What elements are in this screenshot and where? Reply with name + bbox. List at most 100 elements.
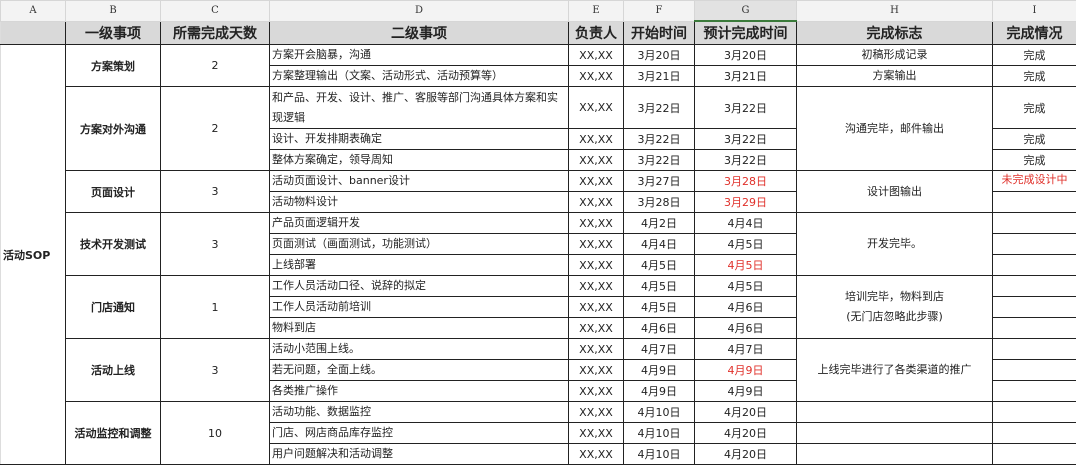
start-date-cell[interactable]: 4月10日: [623, 443, 695, 465]
status-cell[interactable]: 完成: [992, 128, 1076, 150]
level2-item-cell[interactable]: 设计、开发排期表确定: [269, 128, 569, 150]
start-date-cell[interactable]: 4月5日: [623, 254, 695, 276]
start-date-cell[interactable]: 4月4日: [623, 233, 695, 255]
header-cell[interactable]: 开始时间: [623, 20, 695, 45]
status-cell[interactable]: 完成: [992, 149, 1076, 171]
level2-item-cell[interactable]: 和产品、开发、设计、推广、客服等部门沟通具体方案和实现逻辑: [269, 86, 569, 129]
level2-item-cell[interactable]: 各类推广操作: [269, 380, 569, 402]
column-header-f[interactable]: F: [623, 0, 695, 22]
due-date-cell[interactable]: 4月7日: [694, 338, 797, 360]
status-cell[interactable]: [992, 401, 1076, 423]
due-date-cell[interactable]: 4月6日: [694, 296, 797, 318]
level1-item-cell[interactable]: 活动上线: [65, 338, 161, 402]
owner-cell[interactable]: XX,XX: [568, 422, 624, 444]
level1-item-cell[interactable]: 技术开发测试: [65, 212, 161, 276]
header-cell[interactable]: 一级事项: [65, 20, 161, 45]
column-header-g[interactable]: G: [694, 0, 797, 22]
days-cell[interactable]: 2: [160, 44, 270, 87]
start-date-cell[interactable]: 4月7日: [623, 338, 695, 360]
owner-cell[interactable]: XX,XX: [568, 275, 624, 297]
days-cell[interactable]: 3: [160, 212, 270, 276]
start-date-cell[interactable]: 3月27日: [623, 170, 695, 192]
level2-item-cell[interactable]: 方案整理输出（文案、活动形式、活动预算等）: [269, 65, 569, 87]
level2-item-cell[interactable]: 工作人员活动口径、说辞的拟定: [269, 275, 569, 297]
start-date-cell[interactable]: 4月9日: [623, 359, 695, 381]
start-date-cell[interactable]: 4月10日: [623, 401, 695, 423]
owner-cell[interactable]: XX,XX: [568, 338, 624, 360]
due-date-cell[interactable]: 4月9日: [694, 380, 797, 402]
level2-item-cell[interactable]: 工作人员活动前培训: [269, 296, 569, 318]
level1-item-cell[interactable]: 方案策划: [65, 44, 161, 87]
owner-cell[interactable]: XX,XX: [568, 128, 624, 150]
start-date-cell[interactable]: 4月2日: [623, 212, 695, 234]
completion-mark-cell[interactable]: 初稿形成记录: [796, 44, 993, 66]
due-date-cell[interactable]: 4月20日: [694, 443, 797, 465]
level1-item-cell[interactable]: 门店通知: [65, 275, 161, 339]
owner-cell[interactable]: XX,XX: [568, 212, 624, 234]
header-cell[interactable]: 预计完成时间: [694, 20, 797, 45]
column-header-e[interactable]: E: [568, 0, 624, 22]
due-date-cell[interactable]: 4月20日: [694, 401, 797, 423]
due-date-cell[interactable]: 3月22日: [694, 86, 797, 129]
column-header-a[interactable]: A: [0, 0, 66, 22]
owner-cell[interactable]: XX,XX: [568, 380, 624, 402]
level2-item-cell[interactable]: 物料到店: [269, 317, 569, 339]
level1-item-cell[interactable]: 页面设计: [65, 170, 161, 213]
start-date-cell[interactable]: 4月5日: [623, 296, 695, 318]
level2-item-cell[interactable]: 活动小范围上线。: [269, 338, 569, 360]
due-date-cell[interactable]: 3月20日: [694, 44, 797, 66]
due-date-cell[interactable]: 4月5日: [694, 233, 797, 255]
status-cell[interactable]: [992, 296, 1076, 318]
header-cell[interactable]: 二级事项: [269, 20, 569, 45]
completion-mark-cell[interactable]: [796, 422, 993, 444]
status-cell[interactable]: 完成: [992, 65, 1076, 87]
owner-cell[interactable]: XX,XX: [568, 170, 624, 192]
owner-cell[interactable]: XX,XX: [568, 149, 624, 171]
completion-mark-cell[interactable]: 上线完毕进行了各类渠道的推广: [796, 338, 993, 402]
column-header-b[interactable]: B: [65, 0, 161, 22]
column-header-i[interactable]: I: [992, 0, 1076, 22]
due-date-cell[interactable]: 4月4日: [694, 212, 797, 234]
status-cell[interactable]: [992, 254, 1076, 276]
status-cell[interactable]: [992, 380, 1076, 402]
owner-cell[interactable]: XX,XX: [568, 254, 624, 276]
status-cell[interactable]: 完成: [992, 44, 1076, 66]
due-date-cell[interactable]: 4月6日: [694, 317, 797, 339]
completion-mark-cell[interactable]: 开发完毕。: [796, 212, 993, 276]
status-cell[interactable]: [992, 338, 1076, 360]
start-date-cell[interactable]: 4月6日: [623, 317, 695, 339]
status-cell[interactable]: [992, 422, 1076, 444]
level2-item-cell[interactable]: 活动物料设计: [269, 191, 569, 213]
due-date-cell[interactable]: 4月5日: [694, 254, 797, 276]
status-cell[interactable]: 完成: [992, 86, 1076, 129]
header-cell[interactable]: 完成情况: [992, 20, 1076, 45]
due-date-cell[interactable]: 3月22日: [694, 149, 797, 171]
header-cell[interactable]: 所需完成天数: [160, 20, 270, 45]
days-cell[interactable]: 3: [160, 338, 270, 402]
column-header-h[interactable]: H: [796, 0, 993, 22]
days-cell[interactable]: 3: [160, 170, 270, 213]
completion-mark-cell[interactable]: 沟通完毕，邮件输出: [796, 86, 993, 171]
column-header-c[interactable]: C: [160, 0, 270, 22]
status-cell[interactable]: [992, 359, 1076, 381]
level2-item-cell[interactable]: 产品页面逻辑开发: [269, 212, 569, 234]
status-cell[interactable]: [992, 233, 1076, 255]
completion-mark-cell[interactable]: 设计图输出: [796, 170, 993, 213]
start-date-cell[interactable]: 3月22日: [623, 128, 695, 150]
level2-item-cell[interactable]: 门店、网店商品库存监控: [269, 422, 569, 444]
owner-cell[interactable]: XX,XX: [568, 317, 624, 339]
header-cell[interactable]: 完成标志: [796, 20, 993, 45]
level2-item-cell[interactable]: 若无问题，全面上线。: [269, 359, 569, 381]
status-cell[interactable]: [992, 212, 1076, 234]
due-date-cell[interactable]: 3月22日: [694, 128, 797, 150]
start-date-cell[interactable]: 3月22日: [623, 149, 695, 171]
column-header-d[interactable]: D: [269, 0, 569, 22]
days-cell[interactable]: 1: [160, 275, 270, 339]
status-cell[interactable]: [992, 317, 1076, 339]
start-date-cell[interactable]: 4月10日: [623, 422, 695, 444]
start-date-cell[interactable]: 4月9日: [623, 380, 695, 402]
level2-item-cell[interactable]: 上线部署: [269, 254, 569, 276]
due-date-cell[interactable]: 3月28日: [694, 170, 797, 192]
owner-cell[interactable]: XX,XX: [568, 401, 624, 423]
level2-item-cell[interactable]: 整体方案确定，领导周知: [269, 149, 569, 171]
